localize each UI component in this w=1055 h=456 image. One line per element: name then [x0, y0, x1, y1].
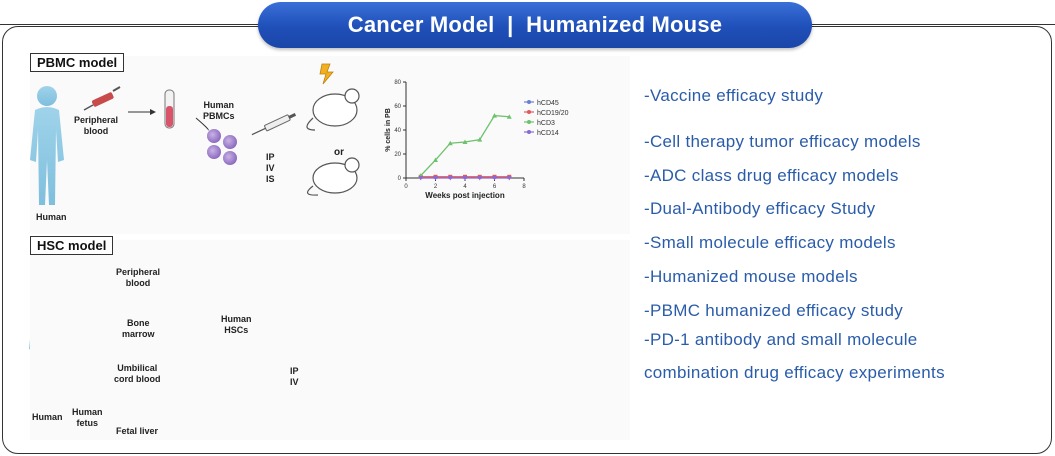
- list-item: -Vaccine efficacy study: [644, 86, 824, 105]
- list-item: -Dual-Antibody efficacy Study: [644, 199, 876, 218]
- list-item: -Small molecule efficacy models: [644, 233, 896, 252]
- syringe-icon: [83, 86, 121, 111]
- legend-marker: [527, 120, 531, 124]
- legend-label: hCD14: [537, 130, 559, 137]
- legend-marker: [527, 100, 531, 104]
- legend-label: hCD19/20: [537, 110, 569, 117]
- hsc-source-bone-marrow: Bone marrow: [122, 318, 155, 339]
- legend-marker: [527, 130, 531, 134]
- human-figure-icon: [30, 86, 64, 205]
- legend-marker: [527, 110, 531, 114]
- irradiation-icon: [319, 63, 334, 85]
- list-item: combination drug efficacy experiments: [644, 363, 945, 382]
- y-tick-label: 40: [394, 128, 401, 134]
- series-line-hCD3: [420, 114, 510, 177]
- data-point: [418, 176, 424, 181]
- hsc-source-fetal-liver: Fetal liver: [116, 426, 159, 436]
- mouse-icon: [306, 88, 360, 131]
- y-tick-label: 20: [394, 152, 401, 158]
- pbmc-or-label: or: [334, 147, 344, 158]
- injection-syringe-icon: [251, 113, 297, 136]
- legend-label: hCD3: [537, 120, 555, 127]
- y-tick-label: 60: [394, 104, 401, 110]
- x-tick-label: 8: [522, 184, 526, 190]
- data-point: [433, 157, 438, 162]
- data-point: [506, 114, 512, 119]
- data-point: [492, 113, 497, 118]
- banner-left: Cancer Model: [347, 12, 495, 37]
- data-point: [447, 140, 453, 146]
- banner-right: Humanized Mouse: [526, 12, 723, 37]
- hsc-human-label: Human: [32, 412, 63, 422]
- banner-separator: |: [507, 12, 514, 37]
- data-point: [447, 176, 453, 181]
- data-point: [492, 176, 497, 181]
- legend-label: hCD45: [537, 100, 559, 107]
- y-tick-label: 0: [398, 176, 402, 182]
- x-tick-label: 4: [463, 184, 467, 190]
- pbmc-cells-label: Human PBMCs: [203, 100, 235, 121]
- mouse-icon: [307, 157, 360, 196]
- data-point: [506, 176, 512, 181]
- hsc-routes-label: IP IV: [290, 366, 299, 387]
- pbmc-peripheral-label: Peripheral blood: [74, 115, 119, 136]
- pbmc-panel: [30, 56, 630, 234]
- hsc-model-label: HSC model: [30, 236, 114, 255]
- list-item: -PD-1 antibody and small molecule: [644, 330, 918, 349]
- x-tick-label: 0: [404, 184, 408, 190]
- hsc-panel: [30, 240, 630, 440]
- pbmc-human-label: Human: [36, 212, 67, 222]
- data-point: [462, 176, 468, 181]
- pbmc-model-label: PBMC model: [30, 53, 125, 72]
- data-point: [462, 139, 468, 144]
- hsc-fetus-label: Human fetus: [72, 407, 103, 428]
- x-tick-label: 2: [434, 184, 438, 190]
- list-item: -Cell therapy tumor efficacy models: [644, 132, 921, 151]
- y-axis-label: % cells in PB: [385, 108, 392, 152]
- hsc-cells-label: Human HSCs: [221, 314, 252, 335]
- hsc-source-peripheral: Peripheral blood: [116, 267, 161, 288]
- x-axis-label: Weeks post injection: [425, 191, 505, 200]
- hsc-source-cord-blood: Umbilical cord blood: [114, 363, 161, 384]
- list-item: -PBMC humanized efficacy study: [644, 301, 904, 320]
- title-banner: Cancer Model | Humanized Mouse: [258, 2, 812, 48]
- blood-tube-icon: [164, 89, 175, 129]
- pbmc-routes-label: IP IV IS: [266, 152, 275, 184]
- data-point: [477, 176, 483, 181]
- pbmc-engraftment-chart: 0 20 40 60 80 0 2 4 6 8 Weeks post injection % cell…: [385, 80, 569, 200]
- pbmc-cells-icon: [207, 129, 237, 165]
- data-point: [433, 176, 438, 181]
- y-tick-label: 80: [394, 80, 401, 86]
- list-item: -ADC class drug efficacy models: [644, 166, 899, 185]
- data-point: [477, 137, 483, 142]
- list-item: -Humanized mouse models: [644, 267, 858, 286]
- x-tick-label: 6: [493, 184, 497, 190]
